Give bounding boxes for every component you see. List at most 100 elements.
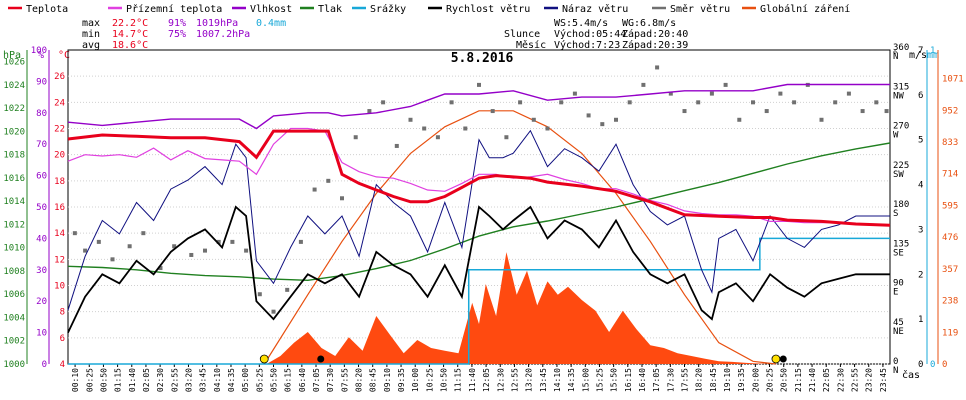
moonrise-marker	[317, 355, 325, 363]
tick-label-celsius: 18	[54, 177, 65, 187]
tick-label-percent: 40	[36, 234, 47, 244]
tick-label-celsius: 24	[54, 98, 65, 108]
tick-label-degree: 0	[893, 357, 898, 367]
x-tick-label: 23:20	[865, 368, 874, 392]
moonrise-info: Východ:7:23	[554, 39, 620, 51]
x-tick-label: 11:40	[468, 368, 477, 392]
sunset-marker	[771, 354, 781, 364]
x-tick-label: 17:05	[652, 368, 661, 392]
axis-unit-mm: mm	[927, 50, 939, 61]
stats-min-temp: 14.7°C	[112, 29, 148, 40]
wind-direction-point	[884, 109, 889, 114]
legend-label: Globální záření	[760, 3, 850, 15]
tick-label-wm2: 595	[942, 201, 958, 211]
wind-direction-point	[655, 65, 660, 70]
tick-label-direction: NE	[893, 327, 904, 337]
tick-label-hpa: 1022	[3, 104, 25, 114]
wind-gust-info: WG:6.8m/s	[622, 18, 676, 29]
wind-direction-point	[572, 91, 577, 96]
tick-label-wm2: 833	[942, 138, 958, 148]
x-tick-label: 01:40	[128, 368, 137, 392]
wind-direction-point	[141, 231, 146, 236]
wind-direction-point	[381, 100, 386, 105]
legend-label: Přízemní teplota	[126, 3, 222, 15]
wind-direction-point	[764, 109, 769, 114]
tick-label-hpa: 1014	[3, 197, 25, 207]
legend-label: Náraz větru	[562, 3, 628, 15]
tick-label-ms: 7	[918, 46, 923, 56]
tick-label-percent: 70	[36, 140, 47, 150]
x-tick-label: 14:10	[553, 368, 562, 392]
x-tick-label: 00:25	[85, 368, 94, 392]
moon-label: Měsíc	[516, 39, 546, 51]
tick-label-hpa: 1004	[3, 313, 25, 323]
wind-direction-point	[751, 100, 755, 105]
axis-unit-time: čas	[902, 369, 920, 381]
tick-label-degree: 135	[893, 239, 909, 249]
wind-direction-point	[709, 91, 714, 96]
tick-label-direction: N	[893, 366, 898, 376]
tick-label-ms: 0	[918, 360, 923, 370]
x-tick-label: 02:55	[170, 368, 179, 392]
x-tick-label: 02:05	[142, 368, 151, 392]
series-sun-elevation	[263, 110, 776, 365]
x-tick-label: 20:00	[751, 368, 760, 392]
stats-max-press: 1019hPa	[196, 18, 238, 29]
wind-direction-point	[477, 82, 481, 87]
stats-max-label: max	[82, 18, 100, 29]
tick-label-celsius: 16	[54, 203, 65, 213]
axis-unit-hpa: hPa	[3, 50, 21, 61]
tick-label-ms: 2	[918, 270, 923, 280]
x-tick-label: 22:55	[851, 368, 860, 392]
x-tick-label: 10:25	[425, 368, 434, 392]
legend-item-wind-direction: Směr větru	[652, 3, 730, 15]
tick-label-celsius: 6	[60, 334, 65, 344]
stats-min-press: 1007.2hPa	[196, 29, 250, 40]
tick-label-direction: E	[893, 288, 898, 298]
tick-label-direction: NW	[893, 91, 904, 101]
series-wind-speed	[67, 205, 890, 333]
x-tick-label: 16:15	[624, 368, 633, 392]
x-tick-label: 15:50	[610, 368, 619, 392]
series-pressure	[67, 142, 891, 282]
series-wind-gust	[67, 129, 890, 311]
x-tick-label: 20:25	[766, 368, 775, 392]
x-tick-label: 21:40	[808, 368, 817, 392]
legend-label: Tlak	[318, 4, 342, 15]
wind-direction-point	[586, 113, 591, 118]
wind-direction-point	[874, 100, 879, 105]
wind-direction-point	[422, 126, 427, 131]
x-tick-label: 04:10	[213, 368, 222, 392]
moonset-marker	[779, 355, 787, 363]
wind-direction-point	[96, 239, 101, 244]
series-temperature	[67, 129, 891, 227]
x-tick-label: 17:30	[666, 368, 675, 392]
right-axes: 0N45NE90E135SE180S225SW270W315NW360N0123…	[893, 43, 964, 376]
stats-max-temp: 22.2°C	[112, 18, 148, 29]
legend-item-wind-speed: Rychlost větru	[428, 3, 530, 15]
x-tick-label: 11:15	[454, 368, 463, 392]
legend-item-wind-gust: Náraz větru	[544, 3, 628, 15]
wind-direction-point	[614, 117, 618, 122]
tick-label-wm2: 119	[942, 328, 958, 338]
x-tick-label: 23:45	[879, 368, 888, 392]
x-tick-label: 09:10	[383, 368, 392, 392]
wind-direction-point	[340, 196, 344, 201]
tick-label-degree: 90	[893, 279, 904, 289]
tick-label-hpa: 1024	[3, 81, 25, 91]
axis-unit-degree: °	[892, 50, 898, 61]
tick-label-ms: 4	[918, 181, 923, 191]
legend-label: Rychlost větru	[446, 3, 530, 15]
tick-label-mm: 0	[930, 360, 935, 370]
series-solar-radiation	[68, 252, 890, 364]
tick-label-hpa: 1012	[3, 220, 25, 230]
wind-direction-point	[298, 239, 303, 244]
wind-direction-point	[737, 117, 742, 122]
wind-direction-point	[627, 100, 632, 105]
legend-label: Srážky	[370, 3, 406, 15]
tick-label-percent: 0	[42, 360, 47, 370]
wind-direction-point	[257, 292, 262, 297]
x-tick-label: 20:50	[780, 368, 789, 392]
x-tick-label: 02:30	[156, 368, 165, 392]
tick-label-celsius: 22	[54, 125, 65, 135]
